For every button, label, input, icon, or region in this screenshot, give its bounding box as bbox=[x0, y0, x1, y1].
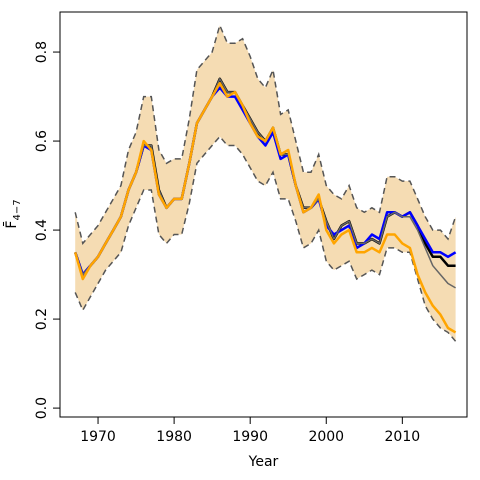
y-tick-label: 0.4 bbox=[34, 219, 50, 241]
plot-frame bbox=[59, 11, 468, 418]
confidence-band bbox=[75, 25, 456, 342]
upper-bound-line bbox=[74, 23, 457, 246]
x-axis-title: Year bbox=[248, 454, 279, 470]
x-tick-label: 1980 bbox=[156, 429, 192, 445]
lower-bound-line bbox=[74, 135, 457, 342]
y-tick-label: 0.8 bbox=[34, 41, 50, 63]
y-tick-label: 0.2 bbox=[34, 308, 50, 330]
series-line-orange bbox=[73, 81, 457, 334]
x-tick-label: 1970 bbox=[80, 429, 116, 445]
svg-text:F̄4−7: F̄4−7 bbox=[2, 199, 23, 228]
y-axis: 0.0 0.2 0.4 0.6 0.8 bbox=[34, 41, 60, 419]
x-tick-label: 2000 bbox=[308, 429, 344, 445]
x-axis: 1970 1980 1990 2000 2010 bbox=[80, 417, 420, 445]
y-tick-label: 0.0 bbox=[34, 397, 50, 419]
y-axis-title-subscript: 4−7 bbox=[12, 199, 23, 220]
y-axis-title-main: F̄ bbox=[2, 221, 20, 229]
x-tick-label: 1990 bbox=[232, 429, 268, 445]
x-tick-label: 2010 bbox=[385, 429, 421, 445]
confidence-bound-lines bbox=[74, 23, 457, 342]
y-tick-label: 0.6 bbox=[34, 130, 50, 152]
series-lines bbox=[73, 77, 457, 334]
confidence-band-layer bbox=[75, 25, 456, 342]
y-axis-title: F̄4−7 bbox=[2, 199, 23, 228]
